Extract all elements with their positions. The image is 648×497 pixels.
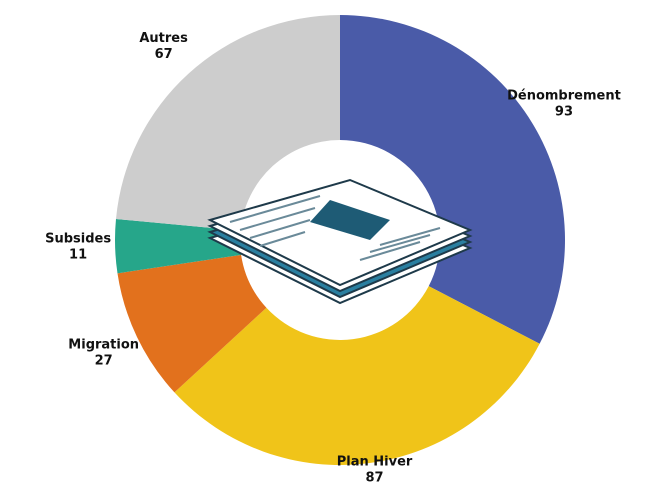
slice-value: 67 [155, 47, 173, 62]
slice-value: 11 [69, 248, 87, 263]
slice-value: 27 [95, 354, 113, 369]
slice-label: Dénombrement [507, 89, 621, 104]
slice-label: Subsides [45, 232, 111, 247]
slice-label: Autres [139, 31, 188, 46]
slice [340, 15, 565, 344]
chart: Dénombrement93 Plan Hiver87 Migration27 Sub… [0, 0, 648, 497]
slice-label: Migration [68, 338, 139, 353]
slice-value: 87 [366, 471, 384, 486]
slice-value: 93 [555, 105, 573, 120]
slice-label: Plan Hiver [337, 455, 413, 470]
